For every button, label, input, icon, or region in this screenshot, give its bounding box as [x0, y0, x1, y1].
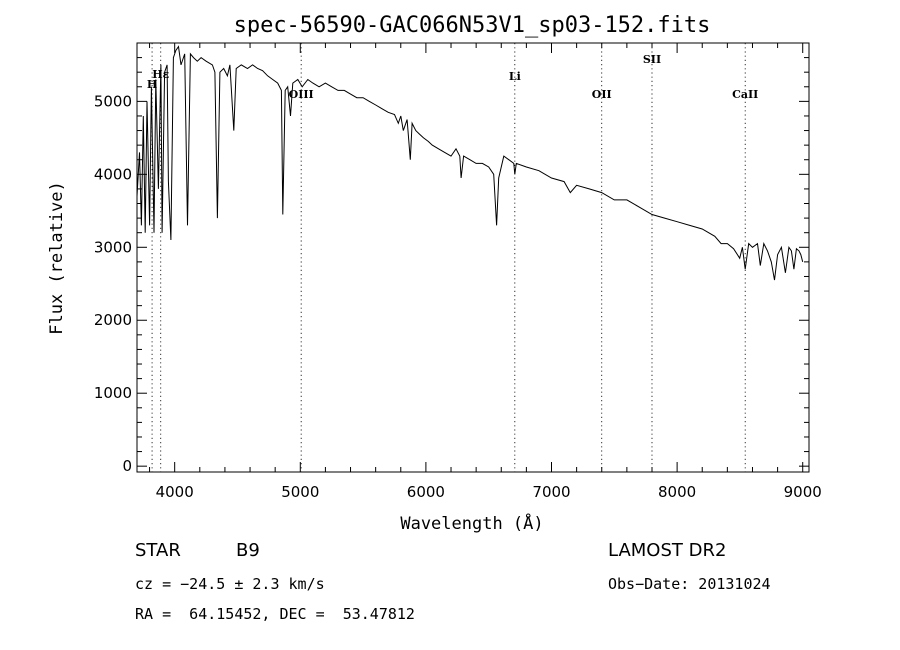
y-tick-label: 5000 [94, 92, 132, 110]
spectrum-series-line [136, 45, 804, 281]
y-axis: 0 1000 2000 3000 4000 5000 [94, 57, 809, 475]
chart-title: spec-56590-GAC066N53V1_sp03-152.fits [234, 13, 711, 38]
spectral-line-label: Li [509, 70, 521, 83]
x-axis-label: Wavelength (Å) [400, 512, 543, 534]
y-tick-label: 0 [122, 457, 132, 475]
x-tick-label: 8000 [658, 483, 696, 501]
spectral-line-label: H [147, 78, 157, 91]
y-tick-label: 3000 [94, 238, 132, 256]
x-tick-label: 5000 [281, 483, 319, 501]
x-tick-label: 6000 [407, 483, 445, 501]
spectral-subclass: B9 [236, 540, 260, 561]
spectral-line-label: OIII [289, 88, 314, 101]
y-tick-label: 2000 [94, 311, 132, 329]
x-tick-label: 7000 [532, 483, 570, 501]
spectral-line-label: CaII [732, 88, 758, 101]
spectral-line-label: SII [643, 53, 661, 66]
redshift-velocity: cz = −24.5 ± 2.3 km/s [135, 575, 325, 593]
y-axis-label: Flux (relative) [47, 181, 67, 335]
survey-name: LAMOST DR2 [608, 540, 727, 561]
object-class: STAR [135, 540, 181, 561]
x-axis: 4000 5000 6000 7000 8000 9000 [149, 43, 822, 501]
plot-frame [136, 42, 810, 473]
spectral-line-label: OII [592, 88, 612, 101]
sky-coordinates: RA = 64.15452, DEC = 53.47812 [135, 605, 415, 623]
y-tick-label: 1000 [94, 384, 132, 402]
x-tick-label: 4000 [156, 483, 194, 501]
x-tick-label: 9000 [784, 483, 822, 501]
observation-date: Obs−Date: 20131024 [608, 575, 771, 593]
y-tick-label: 4000 [94, 165, 132, 183]
